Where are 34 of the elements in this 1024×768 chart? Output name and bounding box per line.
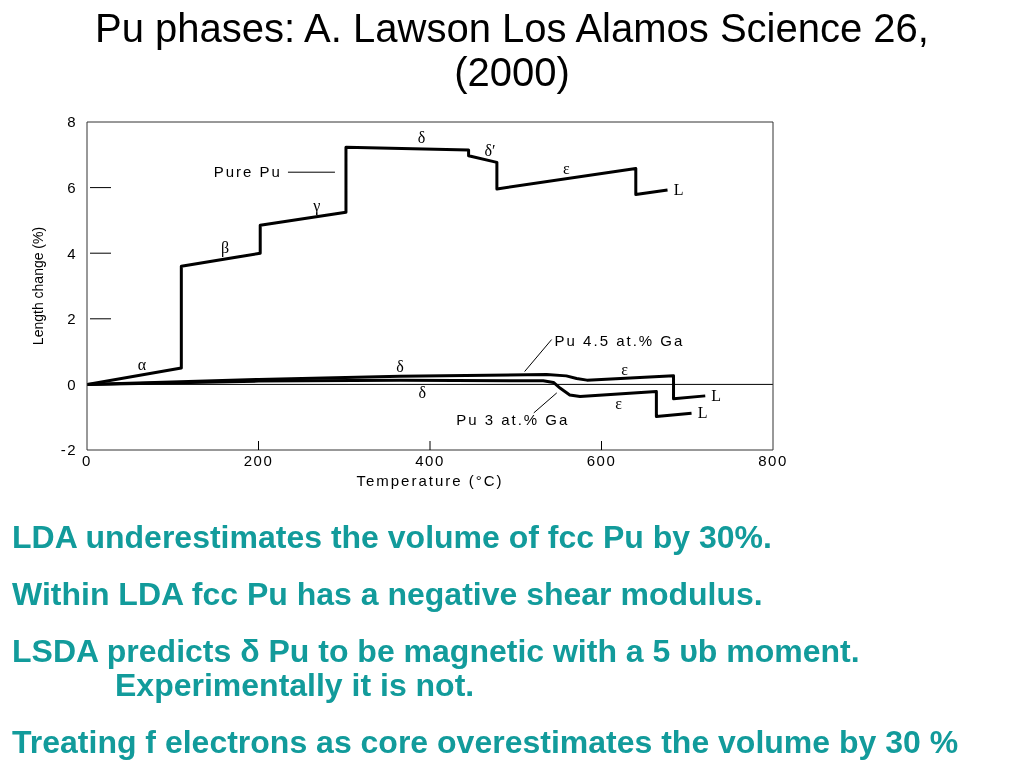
y-tick-label: -2 [60,441,77,459]
x-tick-label: 800 [758,451,788,469]
annotation: α [137,356,147,374]
text: LDA underestimates the volume of fcc Pu by 30%. [12,519,773,555]
x-tick-label: 0 [82,451,92,469]
y-tick-label: 8 [67,113,77,131]
chart-title: Pu phases: A. Lawson Los Alamos Science 26, (2000) [94,6,930,94]
text: LSDA predicts δ Pu to be magnetic with a 5 υb moment. Experimentally it is not. [12,633,861,703]
x-tick-label: 400 [415,451,445,469]
annotation: β [220,238,230,257]
y-axis-title: Length change (%) [29,226,46,346]
y-tick-label: 0 [67,375,77,393]
x-tick-label: 600 [586,451,617,469]
series-label: Pu 4.5 at.% Ga [554,331,685,349]
y-tick-label: 4 [67,244,77,262]
annotation: δ′ [484,142,496,160]
x-axis-title: Temperature (°C) [356,472,504,489]
annotation: γ [312,197,321,216]
annotation: δ [418,383,427,401]
annotation: ε [621,360,629,378]
x-tick-label: 200 [243,451,274,469]
annotation: L [673,181,684,199]
series-label: Pu 3 at.% Ga [456,411,570,429]
annotation: L [711,387,722,405]
annotation: ε [562,160,570,178]
text: Treating f electrons as core overestimates the volume by 30 % [12,724,959,760]
y-tick-label: 2 [67,310,77,328]
annotation: δ [396,357,404,375]
annotation: L [697,403,708,421]
y-tick-label: 6 [67,178,77,196]
annotation: δ [417,129,426,147]
text: Within LDA fcc Pu has a negative shear modulus. [12,576,764,612]
legend-label: Pure Pu [213,163,282,181]
annotation: ε [615,394,623,412]
